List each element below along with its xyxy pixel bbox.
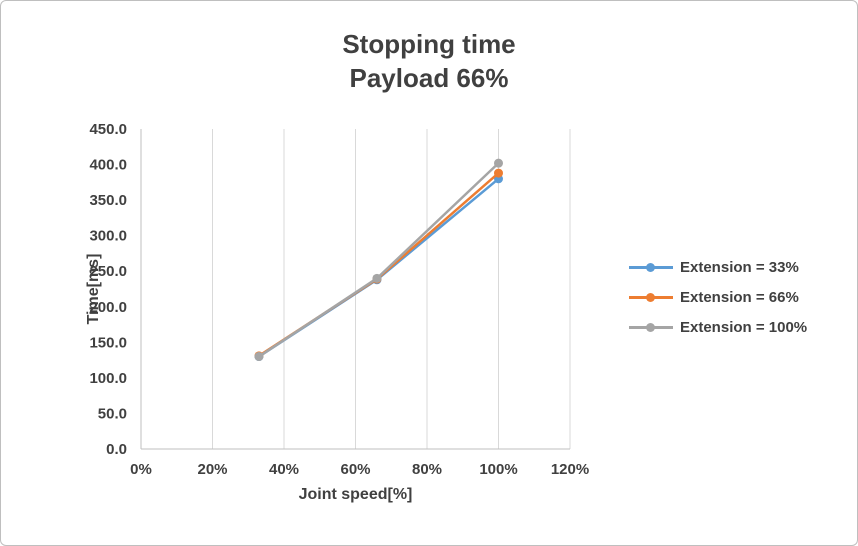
legend-marker-icon: [646, 262, 655, 272]
data-point: [494, 168, 503, 178]
x-tick-label: 100%: [479, 461, 517, 478]
legend-line-sample: [629, 322, 673, 332]
y-tick-label: 350.0: [89, 192, 127, 209]
legend-item: Extension = 100%: [629, 318, 808, 336]
y-tick-label: 0.0: [106, 441, 127, 458]
x-tick-label: 20%: [197, 461, 227, 478]
y-tick-label: 400.0: [89, 157, 127, 174]
legend-item: Extension = 66%: [629, 288, 807, 306]
legend-label: Extension = 66%: [680, 288, 799, 306]
legend-label: Extension = 100%: [680, 318, 808, 336]
legend-line-sample: [629, 292, 673, 302]
x-tick-label: 40%: [269, 461, 299, 478]
data-point: [494, 158, 503, 168]
y-axis-title: Time[ms]: [85, 254, 102, 325]
data-point: [254, 352, 264, 362]
x-tick-label: 80%: [412, 461, 442, 478]
x-tick-label: 0%: [130, 461, 152, 478]
chart-title-line1: Stopping time: [342, 29, 516, 59]
chart-title: Stopping time Payload 66%: [1, 27, 857, 95]
legend-item: Extension = 33%: [629, 258, 807, 276]
y-tick-label: 300.0: [89, 228, 127, 245]
x-axis-title: Joint speed[%]: [299, 486, 413, 503]
legend-label: Extension = 33%: [680, 258, 799, 276]
y-tick-label: 50.0: [98, 405, 127, 422]
series-line: [258, 162, 500, 358]
y-tick-label: 150.0: [89, 334, 127, 351]
chart-title-line2: Payload 66%: [349, 63, 509, 93]
data-point: [372, 273, 382, 283]
y-tick-label: 100.0: [89, 370, 127, 387]
y-tick-label: 250.0: [89, 263, 127, 280]
y-tick-label: 200.0: [89, 299, 127, 316]
x-tick-label: 60%: [340, 461, 370, 478]
series-line: [258, 172, 500, 357]
legend-line-sample: [629, 262, 673, 272]
legend-marker-icon: [646, 292, 655, 302]
x-tick-label: 120%: [551, 461, 589, 478]
legend: Extension = 33% Extension = 66% Extension …: [629, 258, 808, 336]
legend-marker-icon: [646, 322, 655, 332]
y-tick-label: 450.0: [89, 121, 127, 138]
